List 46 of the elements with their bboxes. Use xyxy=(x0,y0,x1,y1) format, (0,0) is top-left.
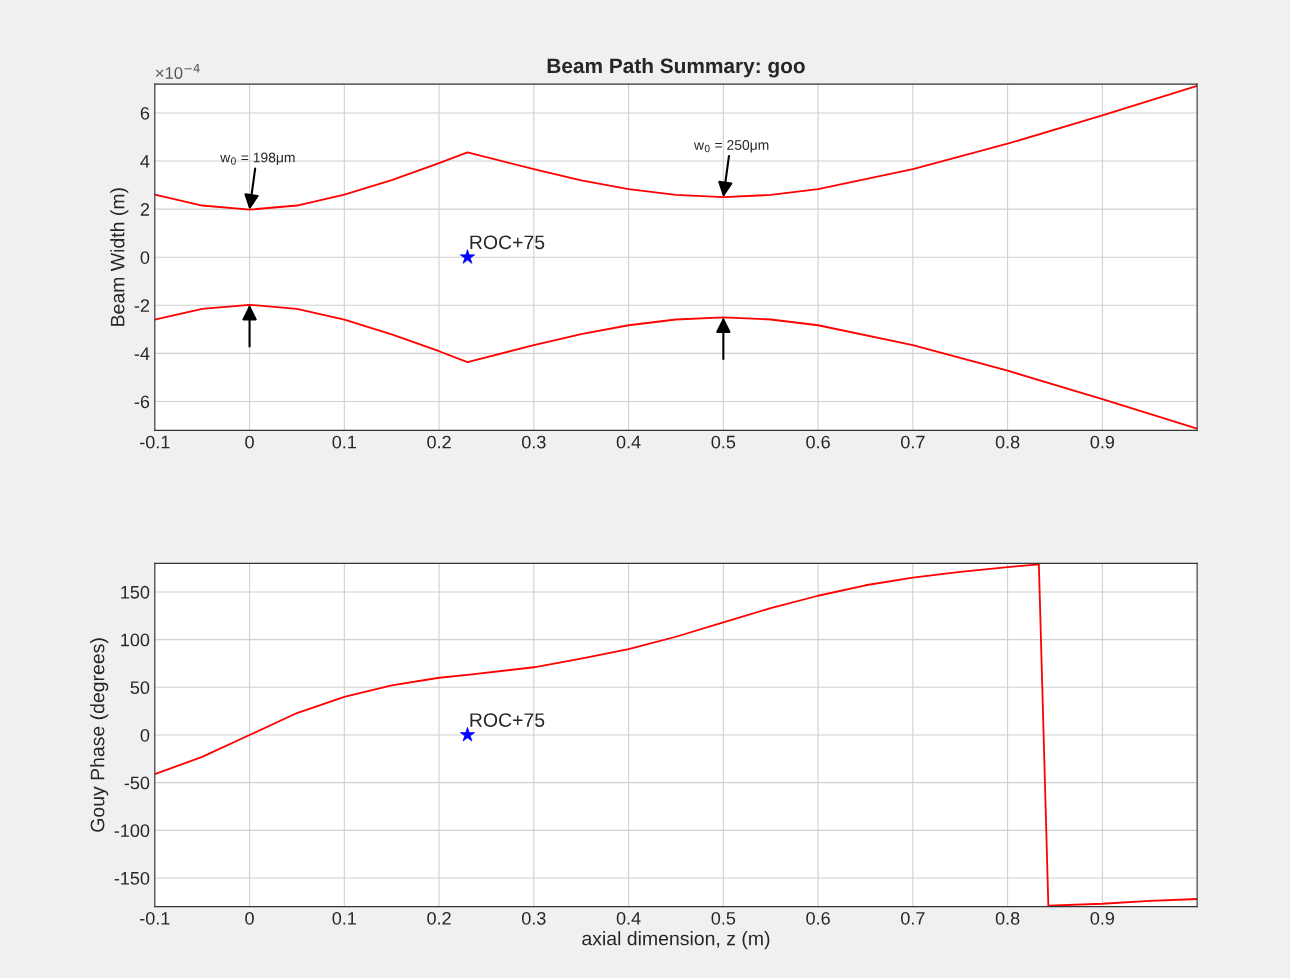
x-tick-label: 0.1 xyxy=(332,435,356,449)
x-tick-label: 0.9 xyxy=(1090,435,1115,449)
y-tick-label: -4 xyxy=(134,347,150,360)
x-tick-label: 0.4 xyxy=(616,435,641,449)
y-tick-label: 100 xyxy=(121,633,150,647)
y-tick-label: 0 xyxy=(140,251,150,264)
y-tick-label: 6 xyxy=(140,106,150,120)
y-tick-label: 50 xyxy=(130,681,150,695)
x-tick-label: 0.5 xyxy=(711,911,736,925)
x-tick-label: 0.2 xyxy=(427,911,451,925)
x-tick-label: -0.1 xyxy=(140,435,170,449)
x-tick-label: 0.4 xyxy=(616,911,641,925)
text: ×10$^{−4}$ xyxy=(155,63,200,79)
annotation: ROC+75 xyxy=(470,235,545,250)
y-tick-label: -2 xyxy=(134,299,150,312)
y-tick-label: 2 xyxy=(140,203,150,216)
x-tick-label: 0.3 xyxy=(521,911,546,925)
annotation: w$_{0}$ = 198μm xyxy=(220,152,295,165)
y-tick-label: -6 xyxy=(134,395,150,409)
x-axis-title: axial dimension, z (m) xyxy=(582,931,770,950)
x-tick-label: 0 xyxy=(245,435,254,449)
x-tick-label: 0.7 xyxy=(901,435,925,449)
x-tick-label: 0.8 xyxy=(995,435,1020,449)
y-axis-title: Beam Width (m) xyxy=(110,188,129,326)
y-tick-label: -50 xyxy=(124,776,150,790)
x-tick-label: 0.2 xyxy=(427,435,451,449)
x-tick-label: 0.8 xyxy=(995,911,1020,925)
x-tick-label: 0.6 xyxy=(806,911,830,925)
x-tick-label: 0.7 xyxy=(901,911,925,925)
x-tick-label: 0.5 xyxy=(711,435,736,449)
x-tick-label: 0.3 xyxy=(521,435,546,449)
y-tick-label: -100 xyxy=(114,824,150,838)
annotation: w$_{0}$ = 250μm xyxy=(693,140,769,153)
line-series xyxy=(154,563,1198,907)
annotation: ROC+75 xyxy=(470,713,545,727)
chart-title: Beam Path Summary: goo xyxy=(547,57,805,78)
x-tick-label: 0 xyxy=(245,911,254,925)
y-tick-label: 4 xyxy=(140,155,150,168)
x-tick-label: 0.6 xyxy=(806,435,830,449)
y-tick-label: 0 xyxy=(140,728,150,742)
x-tick-label: -0.1 xyxy=(140,911,170,925)
y-tick-label: 150 xyxy=(121,585,150,599)
x-tick-label: 0.1 xyxy=(332,911,356,925)
y-axis-title: Gouy Phase (degrees) xyxy=(90,638,109,832)
y-tick-label: -150 xyxy=(114,871,150,885)
x-tick-label: 0.9 xyxy=(1090,911,1115,925)
